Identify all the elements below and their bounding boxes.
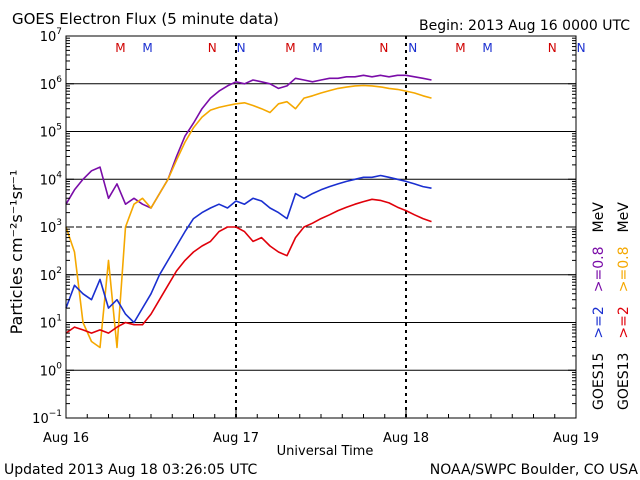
mn-marker-2: N — [208, 41, 217, 55]
y-tick-label-7: 100 — [40, 361, 63, 379]
y-tick-label-1: 106 — [40, 75, 63, 93]
y-tick-label-5: 102 — [40, 266, 62, 284]
x-axis-label: Universal Time — [277, 444, 374, 459]
mn-marker-11: N — [577, 41, 586, 55]
mn-marker-3: N — [237, 41, 246, 55]
begin-time-label: Begin: 2013 Aug 16 0000 UTC — [419, 18, 630, 34]
y-tick-label-2: 105 — [40, 123, 62, 141]
credit-label: NOAA/SWPC Boulder, CO USA — [430, 462, 639, 478]
mn-marker-5: M — [312, 41, 322, 55]
chart-title: GOES Electron Flux (5 minute data) — [12, 10, 279, 28]
y-tick-label-3: 104 — [40, 170, 63, 188]
y-tick-label-0: 107 — [40, 27, 62, 45]
x-tick-label-2: Aug 18 — [383, 431, 429, 446]
mn-marker-6: N — [379, 41, 388, 55]
x-tick-label-3: Aug 19 — [553, 431, 599, 446]
updated-timestamp: Updated 2013 Aug 18 03:26:05 UTC — [4, 462, 257, 478]
mn-marker-9: M — [482, 41, 492, 55]
x-tick-label-0: Aug 16 — [43, 431, 89, 446]
legend-entry-goes13: GOES13>=2>=0.8MeV — [616, 202, 632, 410]
y-tick-label-8: 10−1 — [32, 409, 62, 427]
mn-marker-4: M — [285, 41, 295, 55]
mn-marker-1: M — [142, 41, 152, 55]
series-line-2 — [65, 174, 432, 324]
series-line-3 — [65, 198, 432, 334]
y-tick-label-6: 101 — [40, 314, 62, 332]
series-line-1 — [65, 84, 432, 349]
mn-marker-0: M — [115, 41, 125, 55]
mn-marker-10: N — [548, 41, 557, 55]
series-line-0 — [65, 74, 432, 209]
legend-entry-goes15: GOES15>=2>=0.8MeV — [591, 202, 607, 410]
x-tick-label-1: Aug 17 — [213, 431, 259, 446]
mn-marker-8: M — [455, 41, 465, 55]
mn-marker-7: N — [408, 41, 417, 55]
y-axis-label: Particles cm⁻²s⁻¹sr⁻¹ — [7, 170, 26, 335]
y-tick-label-4: 103 — [40, 218, 62, 236]
